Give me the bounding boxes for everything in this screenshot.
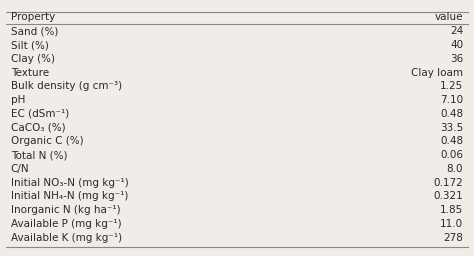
Text: Organic C (%): Organic C (%) bbox=[11, 136, 83, 146]
Text: Inorganic N (kg ha⁻¹): Inorganic N (kg ha⁻¹) bbox=[11, 205, 120, 215]
Text: Clay loam: Clay loam bbox=[411, 68, 463, 78]
Text: 0.48: 0.48 bbox=[440, 136, 463, 146]
Text: Available K (mg kg⁻¹): Available K (mg kg⁻¹) bbox=[11, 233, 122, 243]
Text: EC (dSm⁻¹): EC (dSm⁻¹) bbox=[11, 109, 69, 119]
Text: Bulk density (g cm⁻³): Bulk density (g cm⁻³) bbox=[11, 81, 122, 91]
Text: 11.0: 11.0 bbox=[440, 219, 463, 229]
Text: Initial NH₄-N (mg kg⁻¹): Initial NH₄-N (mg kg⁻¹) bbox=[11, 191, 128, 201]
Text: 0.06: 0.06 bbox=[440, 150, 463, 160]
Text: 36: 36 bbox=[450, 54, 463, 64]
Text: 8.0: 8.0 bbox=[447, 164, 463, 174]
Text: Available P (mg kg⁻¹): Available P (mg kg⁻¹) bbox=[11, 219, 121, 229]
Text: 7.10: 7.10 bbox=[440, 95, 463, 105]
Text: C/N: C/N bbox=[11, 164, 29, 174]
Text: 278: 278 bbox=[443, 233, 463, 243]
Text: 0.172: 0.172 bbox=[433, 178, 463, 188]
Text: 1.25: 1.25 bbox=[440, 81, 463, 91]
Text: Texture: Texture bbox=[11, 68, 49, 78]
Text: Sand (%): Sand (%) bbox=[11, 26, 58, 36]
Text: Initial NO₃-N (mg kg⁻¹): Initial NO₃-N (mg kg⁻¹) bbox=[11, 178, 128, 188]
Text: 1.85: 1.85 bbox=[440, 205, 463, 215]
Text: Silt (%): Silt (%) bbox=[11, 40, 49, 50]
Text: value: value bbox=[435, 12, 463, 22]
Text: Total N (%): Total N (%) bbox=[11, 150, 67, 160]
Text: CaCO₃ (%): CaCO₃ (%) bbox=[11, 123, 65, 133]
Text: 24: 24 bbox=[450, 26, 463, 36]
Text: 0.321: 0.321 bbox=[433, 191, 463, 201]
Text: 40: 40 bbox=[450, 40, 463, 50]
Text: Clay (%): Clay (%) bbox=[11, 54, 55, 64]
Text: 0.48: 0.48 bbox=[440, 109, 463, 119]
Text: 33.5: 33.5 bbox=[440, 123, 463, 133]
Text: pH: pH bbox=[11, 95, 25, 105]
Text: Property: Property bbox=[11, 12, 55, 22]
